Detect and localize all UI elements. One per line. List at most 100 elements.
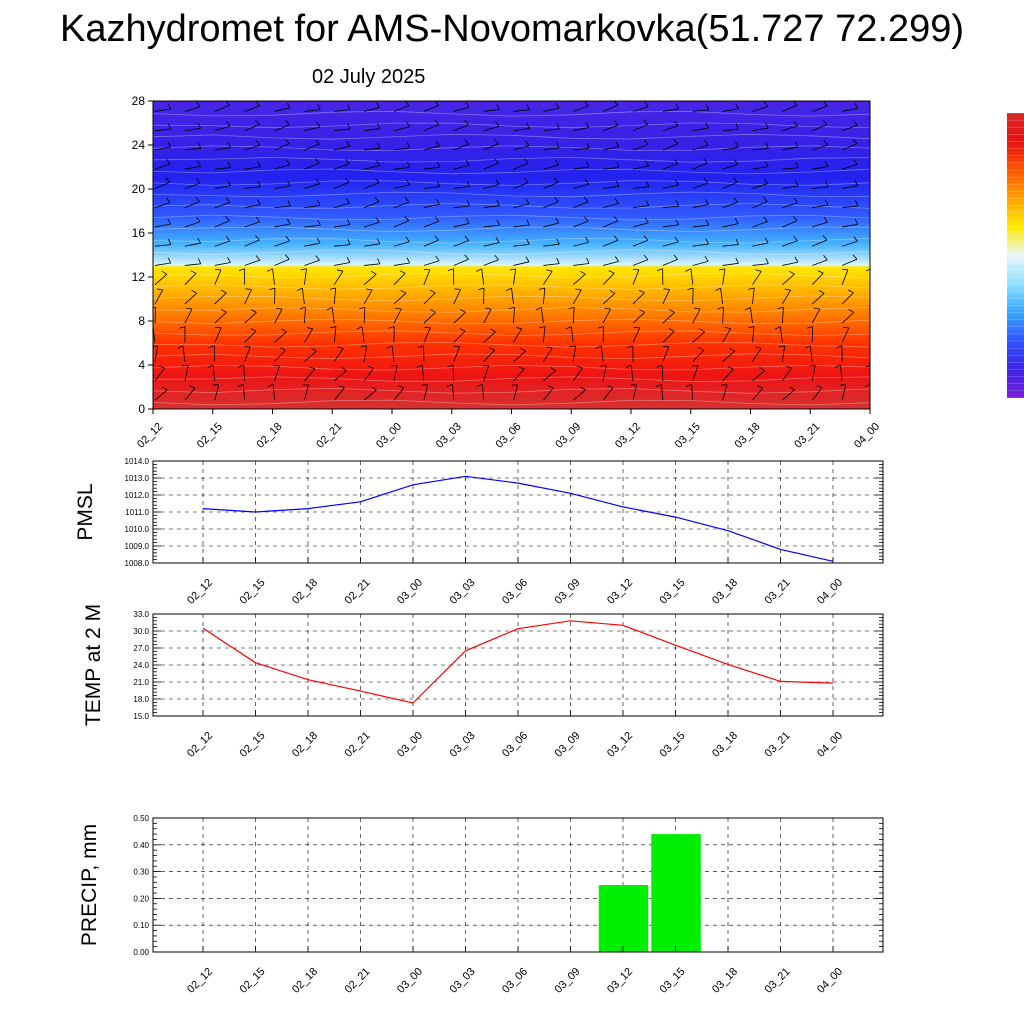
wind-barb-flag [583, 216, 589, 222]
y-tick-label: 1011.0 [125, 508, 149, 517]
wind-barb-flag [735, 123, 739, 130]
wind-barb-flag [735, 257, 739, 264]
wind-barb-flag [885, 122, 888, 127]
wind-barb [483, 108, 500, 112]
wind-barb-flag [485, 307, 492, 310]
wind-barb-flag [494, 158, 499, 164]
wind-barb [303, 384, 309, 401]
wind-barb [453, 143, 469, 151]
wind-barb-flag [584, 101, 589, 107]
wind-barb [543, 128, 560, 132]
wind-barb-flag [306, 327, 313, 330]
wind-barb [453, 205, 470, 209]
wind-barb [572, 307, 575, 324]
x-tick-label: 03_03 [448, 577, 478, 607]
wind-barb-flag [375, 102, 380, 108]
wind-barb [483, 224, 500, 228]
wind-barb [154, 128, 171, 132]
wind-barb-flag [464, 235, 470, 241]
wind-barb [722, 244, 739, 247]
wind-barb [603, 146, 619, 151]
wind-barb [513, 244, 530, 247]
wind-barb [483, 184, 500, 189]
y-tick-label: 20 [132, 182, 146, 196]
wind-barb [752, 201, 768, 209]
wind-barb-flag [644, 101, 649, 107]
x-tick-label: 02_18 [290, 577, 320, 607]
wind-barb-flag [346, 140, 351, 147]
wind-barb-flag [633, 326, 640, 329]
wind-barb [334, 163, 350, 170]
wind-barb [363, 307, 366, 324]
wind-barb [214, 240, 231, 247]
wind-barb-flag [309, 366, 316, 370]
wind-barb-flag [675, 103, 680, 109]
wind-barb-flag [398, 385, 405, 389]
wind-barb [692, 349, 705, 362]
wind-barb [542, 326, 546, 343]
wind-barb-flag [823, 255, 828, 261]
y-tick-label: 27.0 [133, 644, 149, 653]
wind-barb [722, 223, 739, 228]
wind-barb [692, 204, 709, 209]
wind-barb [752, 242, 769, 247]
wind-barb-flag [356, 326, 363, 330]
contour-line [153, 191, 870, 198]
wind-barb-flag [884, 179, 888, 184]
wind-barb [423, 260, 440, 266]
wind-barb [662, 259, 678, 266]
wind-barb [602, 293, 616, 305]
wind-barb-flag [520, 347, 526, 352]
y-tick-label: 1008.0 [125, 559, 150, 568]
wind-barb-flag [255, 255, 261, 261]
wind-barb-flag [250, 309, 257, 313]
wind-barb [513, 109, 530, 112]
wind-barb [872, 127, 888, 130]
wind-barb-flag [496, 103, 500, 110]
wind-barb [573, 166, 590, 170]
wind-barb [364, 107, 380, 112]
wind-barb [573, 183, 589, 189]
wind-barb [274, 240, 290, 247]
wind-barb-flag [494, 254, 499, 261]
wind-barb-flag [227, 142, 231, 148]
wind-barb [722, 307, 724, 324]
y-tick-label: 1009.0 [125, 542, 150, 551]
wind-barb-flag [675, 179, 679, 186]
y-tick-label: 15.0 [133, 712, 149, 721]
wind-barb [154, 262, 171, 266]
wind-barb [782, 185, 799, 189]
wind-barb-flag [733, 159, 739, 165]
wind-barb-flag [525, 256, 530, 263]
x-tick-label: 03_18 [710, 966, 740, 996]
wind-barb-flag [715, 287, 721, 292]
wind-barb [423, 269, 431, 285]
wind-barb [602, 387, 614, 401]
wind-barb [333, 326, 337, 343]
wind-barb [334, 145, 350, 151]
wind-barb-flag [794, 180, 799, 186]
wind-barb-flag [655, 383, 662, 388]
wind-barb-flag [656, 364, 663, 368]
wind-barb-flag [490, 328, 496, 333]
wind-barb [423, 384, 429, 401]
wind-barb [184, 221, 201, 228]
wind-barb-flag [608, 270, 615, 274]
wind-barb [513, 261, 530, 266]
wind-barb-flag [496, 200, 500, 206]
wind-barb [662, 184, 679, 189]
wind-barb [752, 127, 769, 132]
wind-barb-flag [646, 181, 650, 187]
wind-barb [543, 147, 560, 151]
wind-barb [543, 182, 559, 189]
wind-barb [662, 289, 670, 305]
wind-barb-flag [405, 121, 410, 127]
wind-barb-flag [447, 364, 454, 368]
wind-barb [304, 328, 314, 343]
wind-barb-flag [852, 254, 858, 260]
wind-barb-flag [161, 386, 168, 391]
contour-line [153, 284, 870, 290]
wind-barb-flag [885, 220, 888, 226]
wind-barb [782, 167, 799, 170]
wind-barb [214, 220, 230, 228]
